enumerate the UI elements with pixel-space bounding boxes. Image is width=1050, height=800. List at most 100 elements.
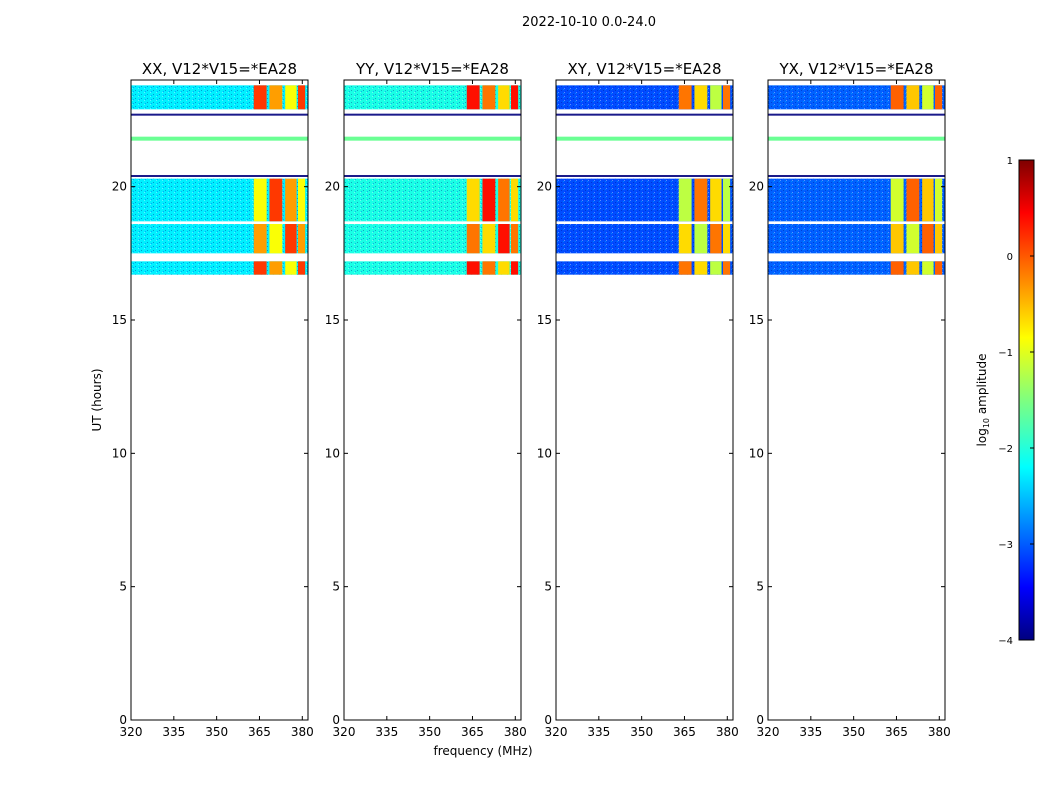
rfi-band: [498, 261, 510, 275]
colorbar-label-prefix: log: [975, 428, 989, 446]
rfi-band: [906, 261, 920, 275]
x-tick-label: 350: [630, 725, 653, 739]
rfi-band: [298, 85, 306, 110]
rfi-band: [298, 224, 306, 254]
x-tick-label: 320: [757, 725, 780, 739]
colorbar-label-suffix: amplitude: [975, 354, 989, 418]
rfi-band: [498, 224, 510, 254]
rfi-band: [890, 224, 904, 254]
y-tick-label: 5: [756, 580, 764, 594]
y-tick-label: 5: [544, 580, 552, 594]
panel-yy: 320 335 350 365 380 0 5 10 15 20 YY, V12*V15=*EA28: [325, 60, 527, 739]
rfi-band: [678, 178, 692, 222]
rfi-band: [906, 178, 920, 222]
rfi-band: [723, 261, 731, 275]
panel-frame: [555, 79, 734, 721]
rfi-band: [298, 261, 306, 275]
rfi-band: [253, 85, 267, 110]
y-tick-label: 20: [112, 180, 127, 194]
rfi-band: [466, 85, 480, 110]
rfi-band: [511, 178, 519, 222]
rfi-band: [890, 261, 904, 275]
x-tick-label: 335: [375, 725, 398, 739]
rfi-band: [482, 85, 496, 110]
scan-line: [131, 113, 308, 116]
rfi-band: [906, 85, 920, 110]
x-axis-label: frequency (MHz): [433, 744, 532, 758]
y-tick-label: 20: [537, 180, 552, 194]
rfi-band: [890, 85, 904, 110]
rfi-band: [511, 261, 519, 275]
y-tick-label: 15: [112, 313, 127, 327]
rfi-band: [935, 224, 943, 254]
scan-line: [131, 136, 308, 141]
y-tick-label: 0: [544, 713, 552, 727]
panel-xy: 320 335 350 365 380 0 5 10 15 20 XY, V12*V15=*EA28: [537, 60, 739, 739]
rfi-band: [890, 178, 904, 222]
x-tick-label: 365: [885, 725, 908, 739]
x-tick-label: 380: [291, 725, 314, 739]
x-tick-label: 365: [673, 725, 696, 739]
y-tick-label: 0: [332, 713, 340, 727]
rfi-band: [710, 178, 722, 222]
panel-title: XX, V12*V15=*EA28: [142, 60, 297, 78]
scan-line: [556, 113, 733, 116]
colorbar-ticks: 1 0 −1 −2 −3 −4: [998, 156, 1034, 647]
rfi-band: [694, 178, 708, 222]
scan-line: [768, 175, 945, 177]
panel-frame: [343, 79, 522, 721]
rfi-band: [253, 261, 267, 275]
y-axis-label: UT (hours): [90, 368, 104, 431]
x-tick-label: 335: [799, 725, 822, 739]
scan-line: [768, 113, 945, 116]
rfi-band: [906, 224, 920, 254]
x-tick-label: 350: [842, 725, 865, 739]
x-tick-label: 335: [587, 725, 610, 739]
rfi-band: [694, 85, 708, 110]
colorbar-tick-label: −2: [998, 444, 1013, 455]
rfi-band: [466, 178, 480, 222]
figure-title: 2022-10-10 0.0-24.0: [522, 15, 656, 30]
rfi-band: [723, 178, 731, 222]
scan-line: [344, 113, 521, 116]
rfi-band: [922, 224, 934, 254]
panel-title: XY, V12*V15=*EA28: [567, 60, 721, 78]
rfi-band: [710, 224, 722, 254]
y-tick-label: 20: [325, 180, 340, 194]
panel-title: YX, V12*V15=*EA28: [778, 60, 933, 78]
rfi-band: [298, 178, 306, 222]
rfi-band: [710, 261, 722, 275]
rfi-band: [710, 85, 722, 110]
panel-title: YY, V12*V15=*EA28: [355, 60, 509, 78]
scan-line: [556, 136, 733, 141]
rfi-band: [466, 224, 480, 254]
rfi-band: [285, 224, 297, 254]
rfi-band: [511, 85, 519, 110]
x-tick-label: 380: [928, 725, 951, 739]
rfi-band: [694, 224, 708, 254]
rfi-band: [482, 261, 496, 275]
rfi-band: [269, 178, 283, 222]
panel-frame: [767, 79, 946, 721]
x-tick-label: 365: [461, 725, 484, 739]
rfi-band: [498, 85, 510, 110]
rfi-band: [285, 85, 297, 110]
x-tick-label: 320: [120, 725, 143, 739]
colorbar-label-sub: 10: [982, 418, 991, 428]
rfi-band: [269, 85, 283, 110]
colorbar-label: log10 amplitude: [975, 354, 991, 447]
rfi-band: [253, 224, 267, 254]
y-tick-label: 15: [749, 313, 764, 327]
x-tick-label: 335: [162, 725, 185, 739]
panels: 320 335 350 365 380 0 5 10 15 20 XX, V12*V15=*EA28…: [112, 60, 951, 739]
rfi-band: [466, 261, 480, 275]
colorbar-tick-label: −1: [998, 348, 1013, 359]
panel-frame: [130, 79, 309, 721]
rfi-band: [678, 224, 692, 254]
y-tick-label: 10: [112, 446, 127, 460]
x-tick-label: 350: [418, 725, 441, 739]
y-tick-label: 5: [332, 580, 340, 594]
colorbar-tick-label: 1: [1007, 156, 1013, 167]
scan-line: [131, 175, 308, 177]
